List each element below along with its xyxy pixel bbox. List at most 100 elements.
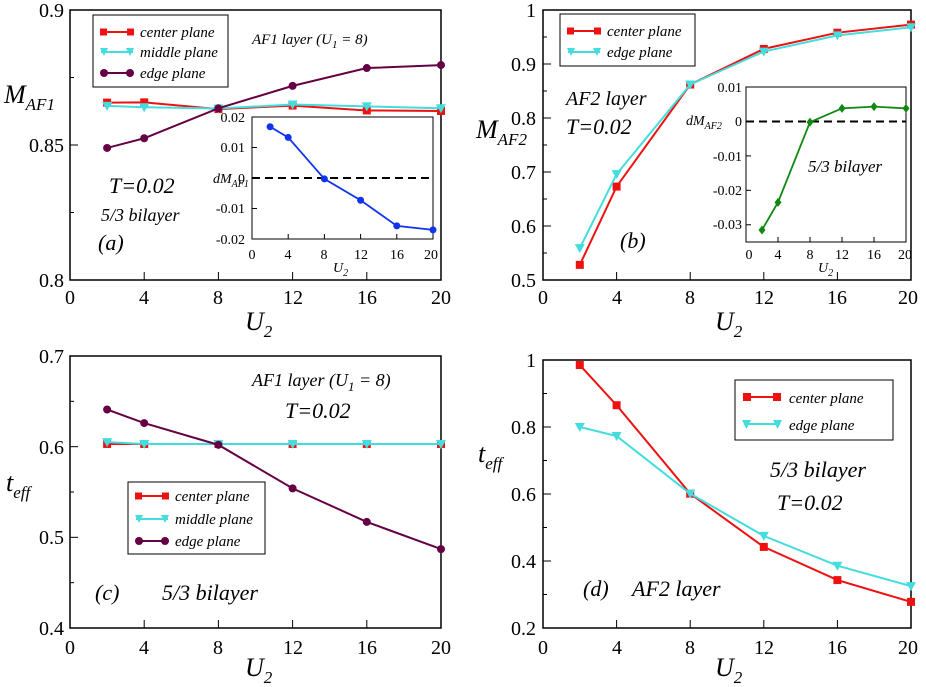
inset-y-tick-label: 0.02 <box>221 111 246 126</box>
data-point <box>266 123 274 131</box>
x-tick-label: 20 <box>431 287 451 309</box>
legend-b: center plane edge plane <box>559 13 696 67</box>
y-tick-label: 0.6 <box>511 484 536 506</box>
annotation-layer: AF1 layer (U1 = 8) <box>251 370 391 394</box>
series-line <box>579 426 912 588</box>
data-point <box>906 23 916 33</box>
data-point <box>102 101 113 111</box>
inset-y-axis-label: dMAF1 <box>213 172 249 190</box>
legend-d: center plane edge plane <box>734 379 894 441</box>
series-line <box>106 64 442 149</box>
y-tick-label: 0.9 <box>511 54 536 76</box>
annotation-temperature: T=0.02 <box>109 173 175 198</box>
y-tick-label: 0.8 <box>511 417 536 439</box>
data-point <box>437 61 445 70</box>
inset-y-axis-label: dMAF2 <box>686 114 722 132</box>
data-point <box>832 31 843 41</box>
inset-y-tick-label: -0.02 <box>713 184 742 199</box>
inset-y-tick-label: 0 <box>735 115 742 130</box>
x-tick-label: 12 <box>283 287 303 309</box>
inset-x-tick-label: 4 <box>775 248 782 263</box>
legend-label: center plane <box>140 25 215 41</box>
data-point <box>575 361 584 370</box>
series-line <box>269 125 434 231</box>
series-line <box>107 103 442 110</box>
inset-x-tick-label: 20 <box>424 248 438 263</box>
y-axis-label: MAF1 <box>3 80 55 114</box>
legend-label: center plane <box>175 489 250 505</box>
inset-x-tick-label: 4 <box>285 248 292 263</box>
y-tick-label: 0.8 <box>511 108 536 130</box>
inset-x-tick-label: 16 <box>867 248 881 263</box>
y-tick-label: 0.6 <box>511 216 536 238</box>
data-point <box>574 244 585 254</box>
inset-y-tick-label: -0.01 <box>713 150 742 165</box>
series-line <box>107 441 441 445</box>
x-tick-label: 0 <box>65 287 75 309</box>
annotation-bilayer: 5/3 bilayer <box>162 580 258 605</box>
inset-x-tick-label: 0 <box>746 248 753 263</box>
annotation-temperature: T=0.02 <box>566 114 632 139</box>
series-line <box>106 408 442 551</box>
y-tick-label: 0.4 <box>511 551 536 573</box>
data-point <box>361 439 372 449</box>
inset-b-frame <box>745 86 907 243</box>
data-point <box>832 561 843 571</box>
x-tick-label: 4 <box>139 637 149 659</box>
inset-x-axis-label: U2 <box>818 261 833 279</box>
panel-label: (c) <box>95 580 119 605</box>
data-point <box>685 489 696 499</box>
data-point <box>758 225 766 235</box>
data-point <box>575 260 584 269</box>
x-axis-label: U2 <box>715 653 743 687</box>
panel-label: (b) <box>620 228 646 253</box>
x-axis-label: U2 <box>245 653 273 687</box>
data-point <box>758 531 769 541</box>
x-tick-label: 20 <box>898 637 918 659</box>
x-tick-label: 16 <box>357 287 377 309</box>
inset-y-tick-label: -0.01 <box>216 202 245 217</box>
inset-annotation: 5/3 bilayer <box>808 157 883 176</box>
data-point <box>806 117 814 127</box>
data-point <box>361 102 372 112</box>
legend-label: middle plane <box>140 45 218 61</box>
inset-y-tick-label: 0.01 <box>718 81 743 96</box>
annotation-temperature: T=0.02 <box>285 398 351 423</box>
data-point <box>102 438 113 448</box>
y-axis-label: MAF2 <box>475 115 527 149</box>
annotation-temperature: T=0.02 <box>777 490 843 515</box>
data-point <box>611 432 622 442</box>
series-line <box>761 105 907 231</box>
legend-d-box <box>734 379 894 441</box>
y-tick-label: 1 <box>526 350 536 372</box>
y-tick-label: 0.4 <box>39 618 64 640</box>
x-tick-label: 4 <box>139 287 149 309</box>
legend-c: center plane middle plane edge plane <box>127 481 266 555</box>
panel-c: 0 4 8 12 16 20 0.4 0.5 0.6 0.7 U2 teff c… <box>6 346 451 687</box>
legend-label: edge plane <box>607 45 673 61</box>
data-point <box>902 103 910 113</box>
inset-x-tick-label: 16 <box>390 248 404 263</box>
panel-label: (a) <box>98 230 124 255</box>
y-tick-label: 0.8 <box>39 270 64 292</box>
data-point <box>284 133 292 141</box>
data-point <box>436 104 446 114</box>
x-tick-label: 12 <box>754 287 774 309</box>
y-tick-label: 0.7 <box>39 346 64 368</box>
x-tick-label: 12 <box>754 637 774 659</box>
data-point <box>362 517 371 526</box>
panel-b: 0 4 8 12 16 20 0.5 0.6 0.7 0.8 0.9 1 U2 … <box>475 0 918 341</box>
data-point <box>288 484 297 493</box>
x-tick-label: 20 <box>431 637 451 659</box>
data-point <box>103 405 112 414</box>
x-tick-label: 0 <box>538 637 548 659</box>
y-tick-label: 0.2 <box>511 618 536 640</box>
x-axis-label: U2 <box>715 307 743 341</box>
x-axis-label: U2 <box>245 307 273 341</box>
data-point <box>833 576 842 585</box>
y-axis-label: teff <box>478 439 505 473</box>
series-line <box>578 26 912 249</box>
x-tick-label: 8 <box>685 637 695 659</box>
data-point <box>906 582 916 592</box>
